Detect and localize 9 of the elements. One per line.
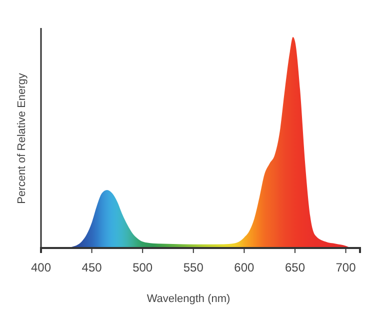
x-tick-label: 500 <box>132 260 153 275</box>
x-tick-label: 450 <box>82 260 102 275</box>
x-tick-label: 600 <box>234 260 255 275</box>
x-tick-label: 650 <box>284 260 306 275</box>
x-tick-label: 400 <box>30 260 52 275</box>
x-tick-label: 700 <box>336 260 356 275</box>
x-axis-title: Wavelength (nm) <box>146 293 230 305</box>
y-axis-title: Percent of Relative Energy <box>16 72 28 204</box>
x-tick-label: 550 <box>183 260 204 275</box>
